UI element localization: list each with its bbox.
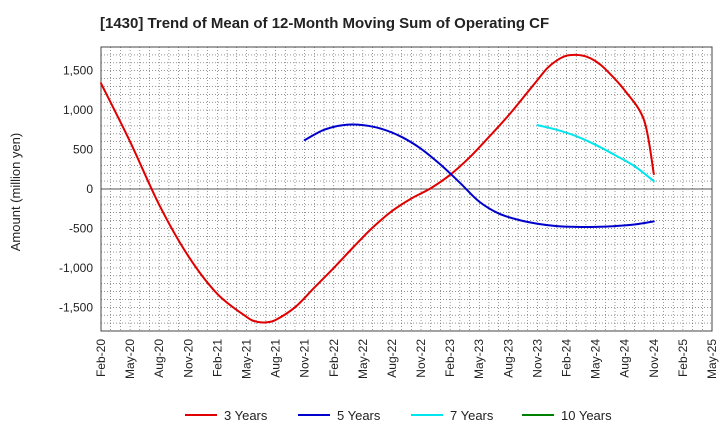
plot-area [100,46,713,332]
y-tick-label: 0 [86,182,93,196]
x-tick-label: Aug-22 [385,339,399,378]
legend-label: 5 Years [337,408,381,423]
series-line-5-years [303,123,655,228]
x-tick-label: Feb-23 [443,339,457,377]
y-tick-label: 500 [73,143,93,157]
x-tick-label: Nov-24 [647,339,661,378]
y-tick-label: -1,000 [59,261,93,275]
x-tick-label: Aug-23 [501,339,515,378]
x-tick-label: Nov-21 [298,339,312,378]
legend: 3 Years 5 Years 7 Years 10 Years [185,408,612,423]
x-tick-label: Aug-21 [269,339,283,378]
x-tick-label: May-21 [239,339,253,379]
x-tick-label: May-23 [472,339,486,379]
legend-label: 3 Years [224,408,268,423]
plot-border [100,46,713,332]
x-tick-label: Feb-25 [676,339,690,377]
x-tick-label: Feb-20 [94,339,108,377]
chart-title: [1430] Trend of Mean of 12-Month Moving … [100,15,549,32]
x-tick-label: May-24 [589,339,603,379]
x-tick-label: Aug-24 [618,339,632,378]
y-axis-ticks: 1,500 1,000 500 0 -500 -1,000 -1,500 [59,64,93,315]
x-tick-label: May-22 [356,339,370,379]
series-lines [100,53,655,324]
y-tick-label: 1,500 [63,64,93,78]
x-tick-label: Feb-24 [560,339,574,377]
x-tick-label: Nov-23 [530,339,544,378]
x-tick-label: Feb-21 [210,339,224,377]
x-tick-label: Nov-22 [414,339,428,378]
series-line-7-years [536,124,655,183]
x-tick-label: Feb-22 [327,339,341,377]
series-line-3-years [100,53,655,324]
y-tick-label: 1,000 [63,103,93,117]
x-axis-ticks: Feb-20 May-20 Aug-20 Nov-20 Feb-21 May-21 Aug-… [94,339,719,379]
x-tick-label: May-20 [123,339,137,379]
legend-label: 7 Years [450,408,494,423]
x-tick-label: May-25 [705,339,719,379]
y-tick-label: -1,500 [59,300,93,314]
legend-label: 10 Years [561,408,612,423]
y-tick-label: -500 [69,221,93,235]
x-tick-label: Aug-20 [152,339,166,378]
y-axis-title: Amount (million yen) [8,133,23,252]
x-tick-label: Nov-20 [181,339,195,378]
